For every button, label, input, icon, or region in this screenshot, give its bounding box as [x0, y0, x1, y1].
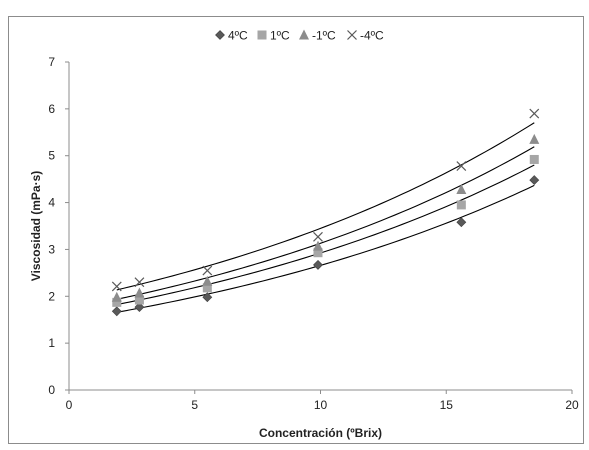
data-point: [456, 200, 466, 210]
data-point: [456, 217, 467, 228]
data-point: [529, 154, 539, 164]
legend-label: -4ºC: [360, 29, 384, 43]
trendline-4ºC: [116, 184, 535, 313]
data-point: [202, 292, 213, 303]
legend: 4ºC 1ºC -1ºC -4ºC: [215, 29, 384, 43]
data-point: [456, 161, 467, 171]
legend-label: -1ºC: [312, 29, 336, 43]
x-tick-label: 0: [66, 398, 73, 412]
x-tick-label: 5: [191, 398, 198, 412]
trendlines: [116, 122, 535, 313]
y-tick-label: 4: [48, 196, 55, 210]
x-tick-label: 20: [565, 398, 579, 412]
data-point: [111, 281, 122, 292]
x-tick-label: 10: [314, 398, 328, 412]
data-point: [202, 283, 212, 293]
x-marker-stroke: [456, 161, 467, 171]
y-tick-label: 3: [48, 242, 55, 256]
y-tick-label: 7: [48, 55, 55, 69]
legend-marker: [215, 30, 225, 40]
y-tick-label: 6: [48, 102, 55, 116]
data-point: [313, 231, 323, 242]
data-point: [313, 248, 323, 258]
data-point: [111, 306, 122, 317]
data-point: [134, 302, 145, 312]
data-point: [202, 265, 213, 276]
x-marker-stroke: [313, 231, 323, 242]
data-point: [112, 297, 122, 307]
data-point: [529, 175, 540, 186]
trendline-1ºC: [116, 164, 535, 306]
legend-label: 1ºC: [270, 29, 290, 43]
data-point: [529, 133, 540, 144]
y-tick-label: 1: [48, 336, 55, 350]
legend-marker: [257, 30, 267, 40]
legend-label: 4ºC: [228, 29, 248, 43]
legend-marker: [299, 29, 309, 40]
x-marker-stroke: [111, 281, 122, 292]
chart-frame: [8, 16, 584, 444]
x-tick-label: 15: [440, 398, 454, 412]
legend-marker: [347, 30, 357, 40]
y-axis-title: Viscosidad (mPa·s): [29, 171, 43, 281]
x-axis-title: Concentración (ºBrix): [259, 426, 382, 440]
data-point: [456, 183, 467, 194]
data-point: [313, 259, 323, 270]
y-tick-label: 2: [48, 289, 55, 303]
data-point: [134, 287, 145, 298]
x-marker-stroke: [134, 277, 145, 288]
data-point: [529, 108, 540, 119]
data-point: [312, 240, 323, 251]
y-tick-label: 5: [48, 149, 55, 163]
y-tick-label: 0: [48, 383, 55, 397]
data-point: [202, 275, 213, 286]
data-point: [134, 295, 144, 305]
trendline--4ºC: [116, 122, 535, 291]
data-point: [111, 291, 122, 302]
axes: 0 5 10 15 20 0 1 2 3 4 5 6 7: [48, 55, 579, 412]
x-marker-stroke: [347, 30, 357, 40]
data-point: [134, 277, 145, 288]
x-marker-stroke: [529, 108, 540, 119]
trendline--1ºC: [116, 146, 535, 300]
data-points: [111, 108, 540, 317]
x-marker-stroke: [202, 265, 213, 276]
